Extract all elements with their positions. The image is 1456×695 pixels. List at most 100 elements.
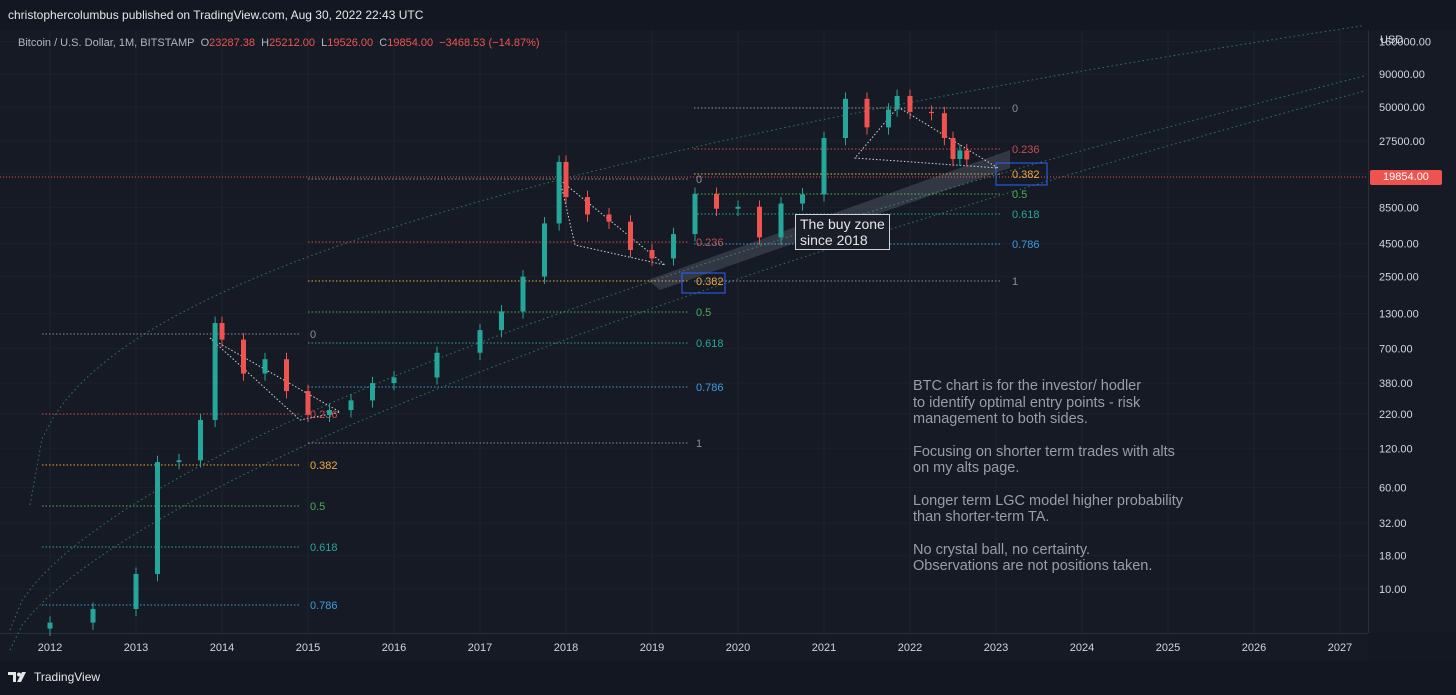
fib-level-label: 0.382 (1012, 169, 1040, 181)
candle-body (176, 460, 182, 463)
triangle-pattern (559, 178, 666, 266)
fib-level-label: 0.5 (1012, 189, 1027, 201)
x-tick-label: 2021 (812, 642, 836, 654)
x-tick-label: 2017 (468, 642, 492, 654)
fib-level-label: 0 (696, 174, 702, 186)
y-tick-label: 1300.00 (1379, 309, 1419, 321)
tradingview-logo[interactable]: TradingView (8, 670, 100, 684)
fib-level-label: 0 (310, 329, 316, 341)
note-paragraph: Focusing on shorter term trades with alt… (913, 443, 1175, 477)
candle-body (212, 323, 218, 420)
fib-level-label: 0.786 (310, 600, 338, 612)
x-tick-label: 2027 (1328, 642, 1352, 654)
candle-body (671, 234, 676, 259)
lgc-lower-curve (9, 90, 1367, 651)
x-tick-label: 2019 (640, 642, 664, 654)
candle-body (556, 161, 562, 224)
note-paragraph: No crystal ball, no certainty. Observati… (913, 541, 1153, 575)
chart-area[interactable] (0, 30, 1368, 633)
candle-body (800, 194, 805, 204)
low-value: 19526.00 (327, 37, 374, 49)
x-tick-label: 2016 (382, 642, 406, 654)
fib-level-label: 0.236 (696, 237, 724, 249)
fib-level-label: 0.786 (696, 382, 724, 394)
candle-body (735, 206, 741, 209)
x-tick-label: 2024 (1070, 642, 1094, 654)
buy-zone-annotation[interactable]: The buy zone since 2018 (795, 214, 890, 250)
symbol-name: Bitcoin / U.S. Dollar, 1M, BITSTAMP (18, 37, 195, 49)
x-tick-label: 2026 (1242, 642, 1266, 654)
candle-body (262, 359, 268, 374)
fib-level-label: 0.618 (696, 338, 724, 350)
currency-label: USD (1380, 34, 1404, 46)
y-tick-label: 27500.00 (1379, 136, 1425, 148)
y-tick-label: 60.00 (1379, 482, 1407, 494)
candle-body (628, 221, 633, 251)
y-tick-label: 380.00 (1379, 378, 1413, 390)
candle-body (964, 150, 970, 160)
x-tick-label: 2025 (1156, 642, 1180, 654)
candle-body (821, 137, 827, 195)
candle-body (692, 193, 698, 235)
candle-body (778, 203, 784, 238)
footer (0, 661, 1456, 695)
x-tick-label: 2018 (554, 642, 578, 654)
candle-body (757, 206, 762, 238)
y-tick-label: 10.00 (1379, 584, 1407, 596)
publish-header: christophercolumbus published on Trading… (0, 0, 1456, 30)
note-text[interactable]: BTC chart is for the investor/ hodler to… (913, 378, 1183, 591)
candle-body (198, 419, 203, 461)
candle-body (649, 250, 655, 259)
y-tick-label: 50000.00 (1379, 102, 1425, 114)
open-value: 23287.38 (209, 37, 256, 49)
close-label: C (379, 37, 388, 49)
candle-body (370, 383, 375, 401)
candle-body (327, 410, 332, 415)
x-tick-label: 2014 (210, 642, 234, 654)
triangle-pattern (209, 337, 342, 421)
fib-level-label: 0.236 (310, 409, 338, 421)
x-tick-label: 2022 (898, 642, 922, 654)
candle-body (957, 150, 963, 160)
fib-level-label: 1 (696, 438, 702, 450)
candle-body (90, 608, 96, 623)
price-axis[interactable] (1368, 30, 1456, 633)
time-axis[interactable] (0, 633, 1368, 662)
low-label: L (321, 37, 328, 49)
candle-body (941, 113, 947, 138)
candle-body (241, 339, 246, 374)
y-tick-label: 32.00 (1379, 518, 1407, 530)
candle-body (477, 330, 483, 353)
candle-body (155, 462, 160, 574)
fib-level-label: 0.382 (310, 460, 338, 472)
candle-body (47, 622, 53, 629)
triangle-pattern (853, 106, 999, 169)
y-tick-label: 4500.00 (1379, 238, 1419, 250)
fib-level-label: 0.618 (310, 542, 338, 554)
x-tick-label: 2013 (124, 642, 148, 654)
fib-level-label: 0.618 (1012, 209, 1040, 221)
y-tick-label: 120.00 (1379, 443, 1413, 455)
candle-body (520, 276, 526, 312)
candle-body (606, 214, 612, 222)
fib-level-label: 0.382 (696, 276, 724, 288)
y-tick-label: 8500.00 (1379, 202, 1419, 214)
candle-body (542, 223, 547, 277)
candle-body (894, 95, 900, 110)
y-tick-label: 220.00 (1379, 409, 1413, 421)
note-paragraph: BTC chart is for the investor/ hodler to… (913, 378, 1142, 427)
candle-body (391, 377, 397, 384)
x-tick-label: 2012 (38, 642, 62, 654)
lgc-middle-curve (9, 75, 1367, 631)
fib-level-label: 1 (1012, 276, 1018, 288)
publish-info: christophercolumbus published on Trading… (8, 8, 424, 22)
current-price-badge: 19854.00 (1370, 170, 1442, 185)
candle-body (907, 95, 913, 112)
close-value: 19854.00 (387, 37, 434, 49)
note-paragraph: Longer term LGC model higher probability… (913, 492, 1183, 526)
open-label: O (200, 37, 210, 49)
candle-body (219, 323, 225, 340)
y-tick-label: 700.00 (1379, 344, 1413, 356)
candle-body (563, 161, 569, 198)
